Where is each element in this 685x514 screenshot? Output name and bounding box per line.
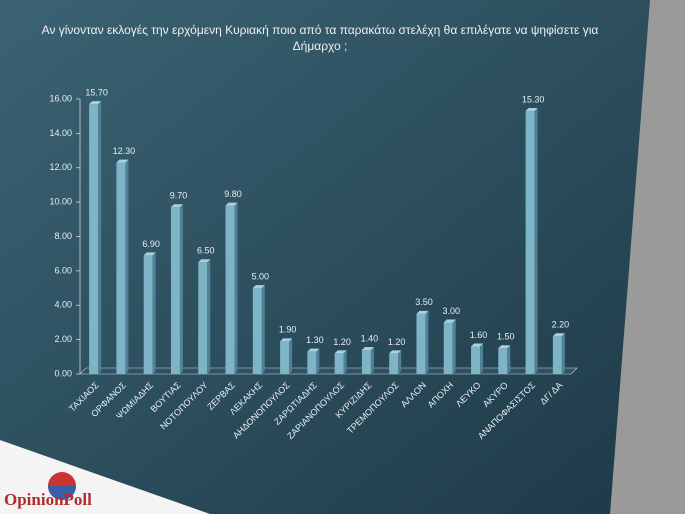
bar (361, 349, 371, 374)
data-label: 9.80 (224, 189, 242, 199)
bar-top (361, 346, 374, 350)
bar-top (416, 310, 429, 314)
data-label: 3.50 (415, 297, 433, 307)
bar-top (280, 338, 293, 342)
y-tick-label: 0.00 (54, 368, 72, 378)
data-label: 6.50 (197, 246, 215, 256)
bar-side (370, 346, 374, 374)
bar-top (443, 319, 456, 323)
bar-side (398, 350, 402, 374)
bar (416, 313, 426, 374)
bar-top (389, 350, 402, 354)
slide-shape (0, 0, 650, 514)
data-label: 12.30 (113, 146, 136, 156)
data-label: 1.50 (497, 332, 515, 342)
bar (143, 255, 153, 374)
y-tick-label: 2.00 (54, 334, 72, 344)
data-label: 1.20 (333, 337, 351, 347)
bar-side (452, 319, 456, 374)
bar-side (425, 310, 429, 374)
bar-side (507, 345, 511, 374)
bar-top (143, 252, 156, 256)
bar (389, 353, 399, 374)
bar-top (170, 204, 183, 208)
data-label: 5.00 (252, 271, 270, 281)
bar-side (289, 338, 293, 374)
bar-side (152, 252, 156, 374)
bar-side (534, 108, 538, 374)
bar (498, 348, 508, 374)
bar (334, 353, 344, 374)
bar-top (198, 259, 211, 263)
data-label: 15.70 (85, 88, 108, 98)
bar (225, 205, 235, 374)
bar-side (207, 259, 211, 374)
y-tick-label: 6.00 (54, 265, 72, 275)
data-label: 1.30 (306, 335, 324, 345)
bar (198, 262, 208, 374)
y-tick-label: 12.00 (49, 162, 72, 172)
bar-top (116, 159, 129, 163)
bar-side (98, 101, 102, 374)
y-tick-label: 8.00 (54, 231, 72, 241)
bar (170, 207, 180, 374)
bar (116, 162, 126, 374)
y-tick-label: 4.00 (54, 300, 72, 310)
bar-side (316, 348, 320, 374)
bar-top (252, 285, 265, 289)
bar (252, 288, 262, 374)
data-label: 1.20 (388, 337, 406, 347)
data-label: 2.20 (552, 320, 570, 330)
data-label: 3.00 (442, 306, 460, 316)
bar-top (307, 348, 320, 352)
data-label: 15.30 (522, 94, 545, 104)
chart-title: Αν γίνονταν εκλογές την ερχόμενη Κυριακή… (41, 23, 599, 53)
bar (280, 341, 290, 374)
bar (307, 351, 317, 374)
bar-top (89, 101, 102, 105)
bar-top (471, 343, 484, 347)
bar-side (561, 333, 565, 374)
bar-top (498, 345, 511, 349)
data-label: 1.60 (470, 330, 488, 340)
bar (552, 336, 562, 374)
bar-top (225, 202, 238, 206)
bar (89, 104, 99, 374)
bar-side (343, 350, 347, 374)
bar (525, 111, 535, 374)
y-tick-label: 10.00 (49, 197, 72, 207)
bar (471, 346, 481, 374)
bar-top (552, 333, 565, 337)
bar-side (480, 343, 484, 374)
data-label: 1.40 (361, 333, 379, 343)
data-label: 6.90 (142, 239, 160, 249)
bar-top (525, 108, 538, 112)
y-tick-label: 16.00 (49, 93, 72, 103)
y-tick-label: 14.00 (49, 128, 72, 138)
bar-side (234, 202, 238, 374)
bar (443, 322, 453, 374)
logo-circle-half (48, 486, 76, 500)
data-label: 1.90 (279, 325, 297, 335)
data-label: 9.70 (170, 191, 188, 201)
bar-top (334, 350, 347, 354)
logo-text: OpinionPoll (4, 490, 92, 509)
bar-side (125, 159, 129, 374)
bar-side (261, 285, 265, 374)
bar-side (179, 204, 183, 374)
